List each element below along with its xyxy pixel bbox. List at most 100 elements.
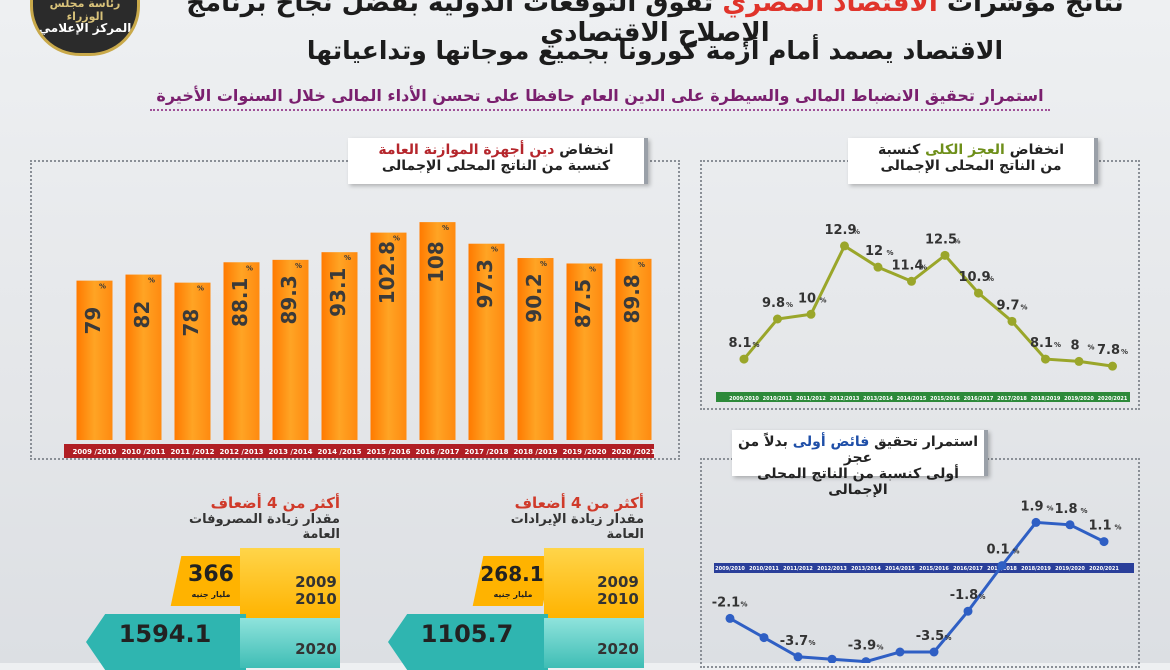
debt-bar-label: 90.2 [522,273,546,322]
primary-point [861,657,871,663]
deficit-point [739,354,749,364]
debt-label-pre: انخفاض [554,142,614,158]
deficit-point-label: 7.8 [1097,343,1120,358]
deficit-x-tick: 2020/2021 [1098,396,1128,402]
expenditure-year-b1: 2020 [295,640,337,658]
debt-x-tick: 2017 /2018 [465,448,509,456]
debt-x-axis [64,444,654,458]
expenditure-2020-cube [240,618,340,668]
debt-bar-label: 97.3 [473,259,497,308]
debt-bar [223,262,260,440]
revenue-2009-cube [544,548,644,618]
debt-bar-unit: % [491,246,498,254]
debt-bar [370,232,407,440]
debt-label-line2: كنسبة من الناتج المحلى الإجمالى [381,158,611,174]
deficit-point-unit: % [1054,341,1061,349]
debt-bar-label: 87.5 [571,279,595,328]
debt-x-tick: 2012 /2013 [220,448,264,456]
revenue-title-main: أكثر من 4 أضعاف [514,494,644,512]
primary-point-unit: % [1114,524,1121,532]
deficit-point [773,314,782,324]
primary-point-unit: % [978,593,985,601]
debt-bar-label: 108 [424,241,448,283]
deficit-point-label: 10.9 [958,270,990,285]
cabinet-media-center-logo: رئاسة مجلس الوزراء المركز الإعلامي [30,0,140,56]
deficit-point-label: 12 [865,244,883,259]
debt-bar-unit: % [540,260,547,268]
expenditure-title-main: أكثر من 4 أضعاف [210,494,340,512]
debt-bar [321,252,358,440]
primary-x-tick: 2013/2014 [851,566,881,572]
debt-bar-unit: % [148,277,155,285]
debt-bar-unit: % [638,261,645,269]
primary-point [793,652,803,662]
primary-point-unit: % [1046,504,1053,512]
deficit-x-tick: 2012/2013 [830,396,860,402]
deficit-point [940,250,950,260]
primary-point [997,561,1007,571]
deficit-x-tick: 2015/2016 [930,396,960,402]
deficit-x-tick: 2010/2011 [763,396,793,402]
debt-x-tick: 2011 /2012 [171,448,215,456]
debt-bar-label: 78 [179,309,203,337]
primary-point-label: 1.8 [1054,502,1077,517]
debt-bar-label: 93.1 [326,268,350,317]
primary-line-chart: 2009/2010 2010/2011 2011/2012 2012/2013 2013… [712,499,1134,663]
primary-x-tick: 2015/2016 [919,566,949,572]
deficit-point-unit: % [1121,348,1128,356]
primary-point-unit: % [808,639,815,647]
headline-main-highlight: الاقتصاد المصري [722,0,938,18]
debt-bar-label: 89.8 [620,274,644,323]
debt-bar-label: 89.3 [277,275,301,324]
deficit-line-chart: 8.1 %9.8% 10 %12.9%12 %11.4%12.5%10.9%9.7 %8.… [716,223,1130,402]
primary-point [1031,517,1041,527]
primary-x-axis [714,563,1134,573]
debt-x-tick: 2009 /2010 [73,448,117,456]
deficit-point [840,241,849,251]
headline-main-pre: نتائج مؤشرات [937,0,1124,18]
logo-line1: رئاسة مجلس الوزراء [49,0,121,23]
deficit-point-label: 11.4 [891,258,923,273]
debt-bar-unit: % [589,265,596,273]
headline-fiscal: استمرار تحقيق الانضباط المالى والسيطرة ع… [150,86,1050,111]
primary-point-label: 1.1 [1088,519,1111,534]
deficit-point [1108,361,1117,371]
deficit-point [806,309,816,319]
expenditure-2009-cube [240,548,340,618]
primary-x-tick: 2016/2017 [953,566,983,572]
deficit-point-label: 8.1 [1030,336,1053,351]
deficit-point [1007,316,1017,326]
deficit-x-tick: 2014/2015 [897,396,927,402]
deficit-point [907,276,916,286]
debt-bar-chart: 79%82%78% 88.1%89.3%93.1% 102.8%108%97.3%9… [64,222,656,458]
primary-point [759,633,769,643]
expenditure-year-a1: 2009 [295,573,337,591]
debt-bar-label: 82 [130,301,154,329]
deficit-point-label: 8 [1070,338,1079,353]
debt-bar [419,222,456,440]
revenue-title: أكثر من 4 أضعاف مقدار زيادة الإيرادات ال… [484,494,644,542]
deficit-x-tick: 2017/2018 [997,396,1027,402]
revenue-year-a: 2009 2010 [594,574,642,608]
debt-bar [468,243,505,440]
primary-x-tick: 2018/2019 [1021,566,1051,572]
primary-x-tick: 2011/2012 [783,566,813,572]
primary-point-label: -3.7 [780,634,808,649]
deficit-point-unit: % [953,237,960,245]
deficit-x-tick: 2011/2012 [796,396,826,402]
debt-bar-label: 79 [81,307,105,335]
primary-point-label: -1.8 [950,588,978,603]
debt-bar-unit: % [295,262,302,270]
primary-point-unit: % [1080,507,1087,515]
debt-x-tick: 2013 /2014 [269,448,313,456]
revenue-year-a1: 2009 [597,573,639,591]
revenue-year-b1: 2020 [597,640,639,658]
primary-x-tick: 2014/2015 [885,566,915,572]
deficit-point-label: 9.7 [996,298,1019,313]
primary-point [963,606,973,616]
deficit-label-pre: انخفاض [1004,142,1065,158]
debt-bar [76,280,113,440]
debt-x-tick: 2016 /2017 [416,448,460,456]
debt-x-tick: 2019 /2020 [563,448,607,456]
deficit-point-label: 9.8 [762,296,785,311]
